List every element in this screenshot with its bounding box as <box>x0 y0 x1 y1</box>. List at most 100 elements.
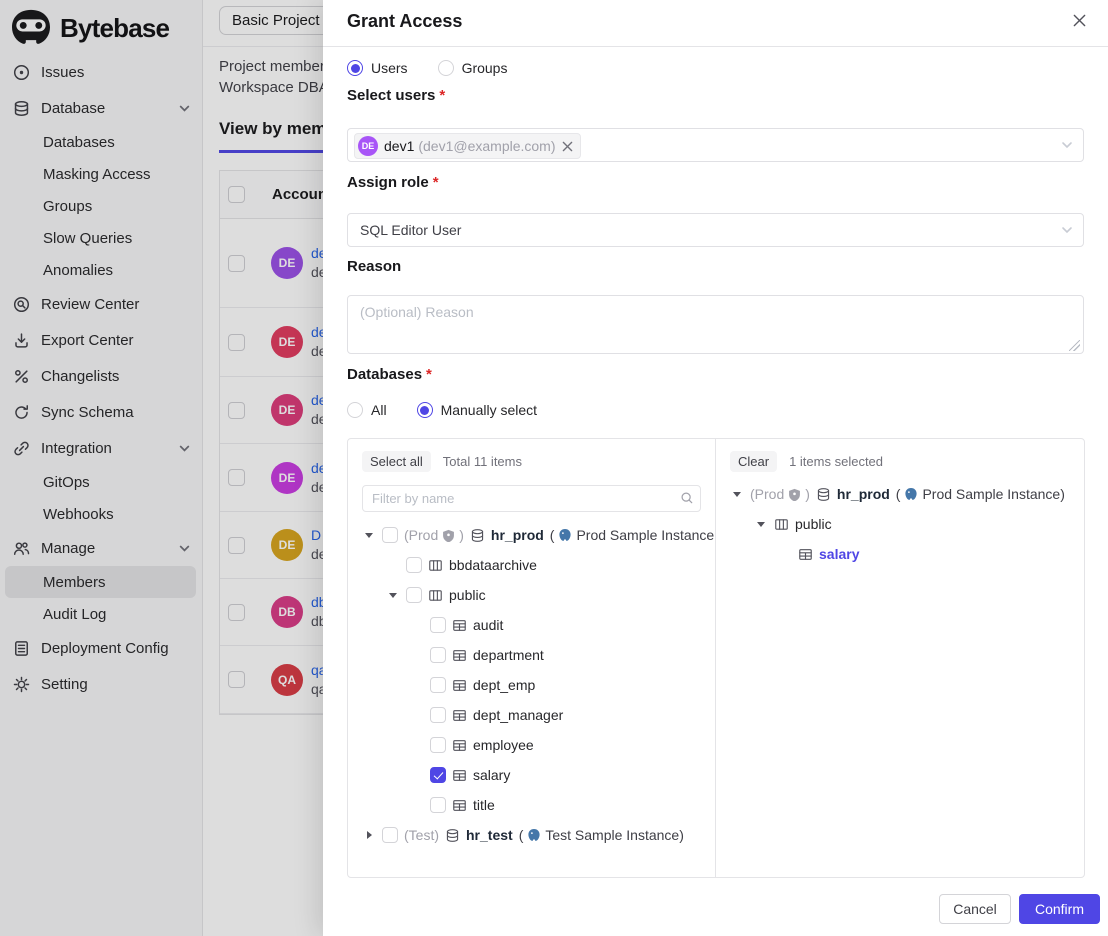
row-checkbox[interactable] <box>228 254 245 272</box>
groups-radio[interactable] <box>437 60 454 76</box>
sidebar-item-anomalies[interactable]: Anomalies <box>43 261 114 279</box>
member-name-link[interactable]: qa <box>311 661 327 678</box>
sidebar-item-sync-schema[interactable]: Sync Schema <box>0 394 202 430</box>
sidebar-item-databases[interactable]: Databases <box>43 133 115 151</box>
select-all-button[interactable]: Select all <box>362 450 431 472</box>
environment-label-close: ) <box>805 486 810 502</box>
sidebar-item-review-center[interactable]: Review Center <box>0 286 202 322</box>
selected-user-tag: DE dev1 (dev1@example.com) <box>354 133 581 159</box>
filter-box <box>362 485 701 512</box>
row-checkbox[interactable] <box>228 469 245 486</box>
select-all-checkbox[interactable] <box>228 186 245 203</box>
users-radio[interactable] <box>347 60 363 76</box>
textarea-resize-handle[interactable] <box>1069 340 1080 351</box>
sidebar-item-members[interactable]: Members <box>5 566 196 598</box>
sidebar-item-manage[interactable]: Manage <box>0 530 202 566</box>
sidebar-item-slow-queries[interactable]: Slow Queries <box>43 229 133 247</box>
member-email: de <box>311 343 327 359</box>
tree-item-name: public <box>795 516 832 532</box>
sidebar-item-changelists[interactable]: Changelists <box>0 358 202 394</box>
row-checkbox[interactable] <box>228 603 245 621</box>
caret-slot <box>754 521 768 527</box>
tree-row[interactable]: audit <box>362 610 701 640</box>
tree-row[interactable]: (Prod ) hr_prod ( <box>362 520 714 550</box>
selected-user-email: (dev1@example.com) <box>418 138 556 154</box>
tree-checkbox[interactable] <box>430 767 446 783</box>
sidebar-item-issues[interactable]: Issues <box>0 54 202 90</box>
tree-checkbox[interactable] <box>430 617 446 633</box>
remove-user-icon[interactable] <box>562 141 573 152</box>
tree-row[interactable]: bbdataarchive <box>362 550 701 580</box>
confirm-button[interactable]: Confirm <box>1019 894 1100 924</box>
caret-right-icon[interactable] <box>366 831 372 839</box>
tree-checkbox[interactable] <box>430 797 446 813</box>
manually-select-radio[interactable] <box>416 402 433 418</box>
tree-item-name: department <box>473 647 544 663</box>
clear-button[interactable]: Clear <box>730 450 778 472</box>
tree-checkbox[interactable] <box>382 827 398 843</box>
tree-row[interactable]: dept_emp <box>362 670 701 700</box>
tree-checkbox[interactable] <box>406 587 422 603</box>
filter-input[interactable] <box>362 485 701 512</box>
member-email: de <box>311 264 327 280</box>
member-name-link[interactable]: de <box>311 459 327 476</box>
users-select[interactable]: DE dev1 (dev1@example.com) <box>347 128 1084 162</box>
databases-label: Databases * <box>347 366 432 383</box>
tree-row[interactable]: title <box>362 790 701 820</box>
tree-checkbox[interactable] <box>430 707 446 723</box>
sidebar-item-masking-access[interactable]: Masking Access <box>43 165 151 183</box>
tree-row[interactable]: department <box>362 640 701 670</box>
member-name-link[interactable]: D <box>311 527 322 543</box>
sidebar-item-audit-log[interactable]: Audit Log <box>43 605 107 623</box>
caret-down-icon[interactable] <box>757 521 765 527</box>
row-checkbox[interactable] <box>228 536 245 554</box>
tree-item-name: employee <box>473 737 534 753</box>
tree-row[interactable]: public <box>362 580 701 610</box>
tree-checkbox[interactable] <box>430 677 446 693</box>
tree-row[interactable]: (Test) hr_test ( Test Sample Instance) <box>362 820 701 850</box>
role-select[interactable]: SQL Editor User <box>347 213 1084 247</box>
member-name-link[interactable]: de <box>311 324 327 340</box>
member-name-link[interactable]: de <box>311 245 327 261</box>
search-icon <box>680 491 694 505</box>
tree-checkbox[interactable] <box>430 737 446 753</box>
tree-row[interactable]: (Prod ) hr_prod ( <box>730 479 1070 509</box>
tree-row[interactable]: public <box>730 509 1070 539</box>
project-selector[interactable]: Basic Project <box>219 6 333 35</box>
sidebar-item-webhooks[interactable]: Webhooks <box>43 505 114 523</box>
row-checkbox[interactable] <box>228 333 245 351</box>
close-icon[interactable] <box>1068 9 1090 31</box>
row-checkbox[interactable] <box>228 671 245 688</box>
caret-down-icon[interactable] <box>389 592 397 598</box>
sidebar-item-database[interactable]: Database <box>0 90 202 126</box>
caret-down-icon[interactable] <box>365 532 373 538</box>
caret-down-icon[interactable] <box>733 491 741 497</box>
row-checkbox[interactable] <box>228 401 245 419</box>
tree-checkbox[interactable] <box>382 527 398 543</box>
assign-role-label: Assign role * <box>347 174 439 191</box>
sidebar-item-integration[interactable]: Integration <box>0 430 202 466</box>
active-tab-underline <box>219 150 331 153</box>
sidebar-item-export-center[interactable]: Export Center <box>0 322 202 358</box>
tree-row[interactable]: salary <box>730 539 1070 569</box>
tree-row[interactable]: salary <box>362 760 701 790</box>
all-databases-radio[interactable] <box>347 402 363 418</box>
tree-row[interactable]: dept_manager <box>362 700 701 730</box>
member-name-link[interactable]: db <box>311 594 327 610</box>
sidebar-item-gitops[interactable]: GitOps <box>43 473 90 491</box>
sidebar-item-groups[interactable]: Groups <box>43 197 93 215</box>
tree-row[interactable]: employee <box>362 730 701 760</box>
tree-item-name: public <box>449 587 486 603</box>
tab-view-by-member[interactable]: View by memb <box>219 119 337 138</box>
member-name-link[interactable]: de <box>311 392 327 408</box>
tree-checkbox[interactable] <box>430 647 446 663</box>
sidebar-item-setting[interactable]: Setting <box>0 666 202 702</box>
all-databases-radio-label: All <box>371 402 387 418</box>
environment-label: (Prod <box>750 486 785 502</box>
cancel-button[interactable]: Cancel <box>939 894 1011 924</box>
reason-input[interactable] <box>347 295 1084 354</box>
sidebar-item-deployment-config[interactable]: Deployment Config <box>0 630 202 666</box>
instance-label: ( Test Sample Instance) <box>518 827 684 843</box>
tree-item-name: hr_prod <box>490 527 544 543</box>
tree-checkbox[interactable] <box>406 557 422 573</box>
